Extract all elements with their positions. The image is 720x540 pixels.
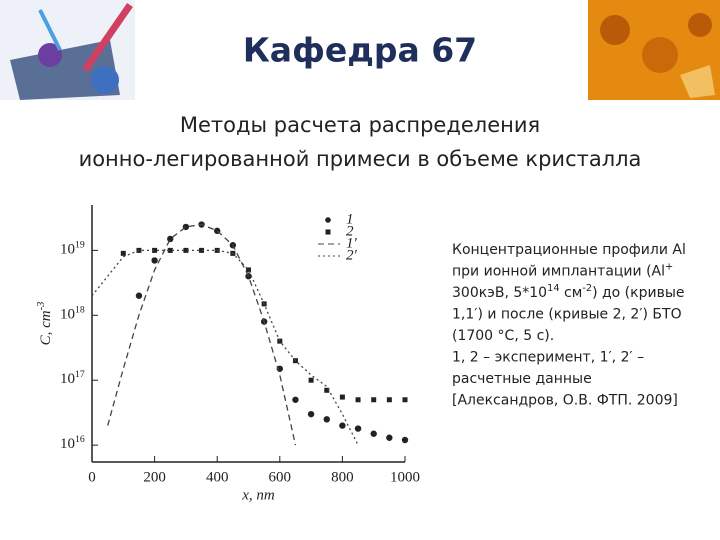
subtitle-line: ионно-легированной примеси в объеме крис… [79,147,642,171]
caption-line: (1700 °С, 5 с). [452,328,554,344]
tick-base: 10 [60,372,75,388]
x-tick-label: 800 [331,469,354,485]
tick-exponent: 19 [75,239,85,250]
y-tick-label: 1019 [60,239,85,258]
slide-title: Кафедра 67 [243,31,477,70]
data-point [151,257,158,264]
caption-line: 1, 2 – эксперимент, 1′, 2′ – [452,350,644,366]
text-part: C, cm [38,310,54,345]
tick-exponent: 17 [75,369,85,380]
data-point [246,267,251,273]
data-point [308,377,314,383]
x-tick-label: 600 [269,469,292,485]
data-point [183,247,189,253]
superscript: -2 [582,283,592,294]
text-part: при ионной имплантации (Al [452,264,665,280]
caption: Концентрационные профили Al при ионной им… [452,242,686,409]
tick-exponent: 18 [75,304,85,315]
legend-marker [325,217,331,223]
data-point [339,394,345,400]
y-tick-label: 1017 [60,369,85,388]
legend-marker [325,229,331,235]
legend-label: 1 [346,211,354,227]
data-point [401,436,409,444]
left-decoration [0,0,135,100]
data-point [355,397,361,403]
data-point [120,250,126,256]
x-tick-label: 200 [143,469,166,485]
data-point [307,410,315,418]
data-point [152,247,158,253]
right-decoration [588,0,720,100]
data-point [323,416,330,423]
x-tick-label: 400 [206,469,229,485]
tick-base: 10 [60,242,75,258]
text-part: 1, 2 – эксперимент, 1′, 2′ – [452,350,644,366]
text-part: 300кэВ, 5*10 [452,285,547,301]
y-tick-label: 1018 [60,304,85,323]
text-part: Концентрационные профили Al [452,242,686,258]
caption-line: расчетные данные [452,371,592,387]
tick-base: 10 [60,307,75,323]
data-point [167,247,173,253]
caption-line: при ионной имплантации (Al+ [452,261,673,280]
y-axis-label: C, cm-3 [36,302,55,346]
text-part: 1,1′) и после (кривые 2, 2′) БТО [452,307,682,323]
legend-label: 1′ [346,235,358,251]
data-point [354,425,362,432]
tick-base: 10 [60,437,75,453]
text-part: [Александров, О.В. ФТП. 2009] [452,393,678,409]
data-point [371,397,377,403]
text-part: (1700 °С, 5 с). [452,328,554,344]
series-line [91,249,359,446]
data-point [402,397,408,403]
caption-line: 300кэВ, 5*1014 см-2) до (кривые [452,283,685,302]
data-point [339,422,346,429]
data-point [386,434,393,441]
x-tick-label: 0 [88,469,96,485]
tick-exponent: 16 [75,434,85,445]
superscript: -3 [36,302,47,311]
superscript: 14 [547,283,559,294]
caption-line: [Александров, О.В. ФТП. 2009] [452,393,678,409]
legend-label: 2′ [346,247,358,263]
subtitle-line: Методы расчета распределения [180,113,540,137]
text-part: расчетные данные [452,371,592,387]
data-point [292,396,299,403]
data-point [386,397,392,403]
legend-label: 2 [346,223,354,239]
data-point [370,430,377,437]
data-point [167,235,174,243]
text-part: ) до (кривые [592,285,684,301]
y-tick-label: 1016 [60,434,85,453]
series-line [107,223,297,446]
text-part: см [560,285,583,301]
x-tick-label: 1000 [390,469,420,485]
caption-line: Концентрационные профили Al [452,242,686,258]
superscript: + [665,261,673,272]
data-point [135,292,143,299]
caption-line: 1,1′) и после (кривые 2, 2′) БТО [452,307,682,323]
x-axis-label: x, nm [241,487,275,503]
data-point [324,387,330,393]
data-point [199,247,205,253]
